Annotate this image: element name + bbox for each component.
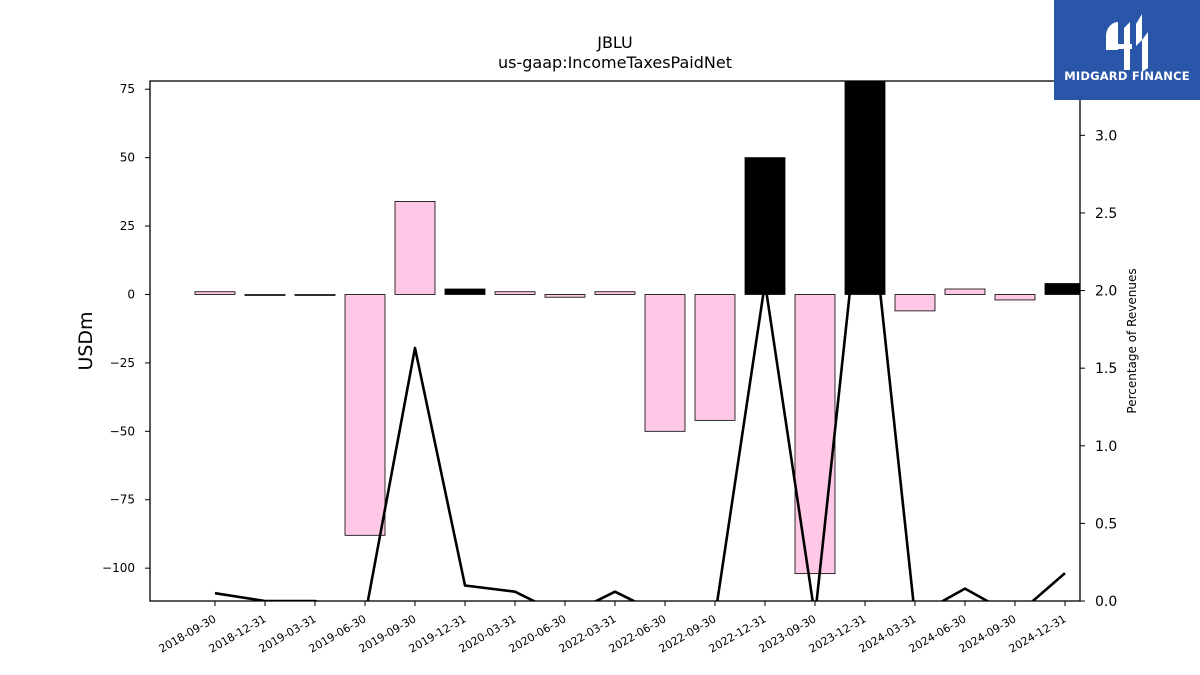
bar-2022-12-31	[744, 157, 786, 295]
bar-2019-12-31	[444, 288, 486, 295]
y-tick-label: 0	[127, 287, 135, 301]
bar-2024-06-30	[944, 288, 986, 295]
brand-name: MIDGARD FINANCE	[1064, 69, 1190, 83]
y2-tick-label: 2.0	[1095, 284, 1117, 300]
bar-2019-03-31	[294, 294, 336, 296]
bar-2019-09-30	[394, 201, 436, 295]
x-tick-label: 2024-12-31	[1007, 612, 1069, 655]
y2-tick-label: 0.0	[1095, 594, 1117, 610]
y-tick-label: 50	[120, 151, 135, 165]
y-tick-label: −100	[102, 561, 135, 575]
bar-2024-03-31	[894, 294, 936, 312]
bar-2020-06-30	[544, 294, 586, 298]
plot-frame	[149, 80, 1081, 602]
y-tick-label: −50	[110, 424, 135, 438]
y-tick-label: 25	[120, 219, 135, 233]
y2-axis-label: Percentage of Revenues	[1125, 268, 1139, 413]
percentage-of-revenues-line	[214, 149, 1066, 601]
brand-logo: MIDGARD FINANCE	[1054, 0, 1200, 100]
bar-2018-09-30	[194, 291, 236, 295]
bar-2024-12-31	[1044, 283, 1080, 295]
y-axis-label: USDm	[75, 311, 97, 370]
midgard-logo-icon	[1106, 14, 1148, 72]
bar-2018-12-31	[244, 294, 286, 296]
y-tick-label: −75	[110, 493, 135, 507]
bar-2022-09-30	[694, 294, 736, 421]
y2-tick-label: 3.0	[1095, 128, 1117, 144]
y2-tick-label: 2.5	[1095, 206, 1117, 222]
y-tick-label: −25	[110, 356, 135, 370]
bar-2022-03-31	[594, 291, 636, 295]
bar-2020-03-31	[494, 291, 536, 295]
y2-tick-label: 1.0	[1095, 439, 1117, 455]
bar-2019-06-30	[344, 294, 386, 536]
chart-title: JBLU	[596, 33, 633, 52]
chart-subtitle: us-gaap:IncomeTaxesPaidNet	[498, 53, 732, 72]
y2-tick-label: 0.5	[1095, 516, 1117, 532]
y-tick-label: 75	[120, 82, 135, 96]
bar-2022-06-30	[644, 294, 686, 432]
bar-2024-09-30	[994, 294, 1036, 301]
bar-2023-12-31	[844, 81, 886, 295]
y2-tick-label: 1.5	[1095, 361, 1117, 377]
